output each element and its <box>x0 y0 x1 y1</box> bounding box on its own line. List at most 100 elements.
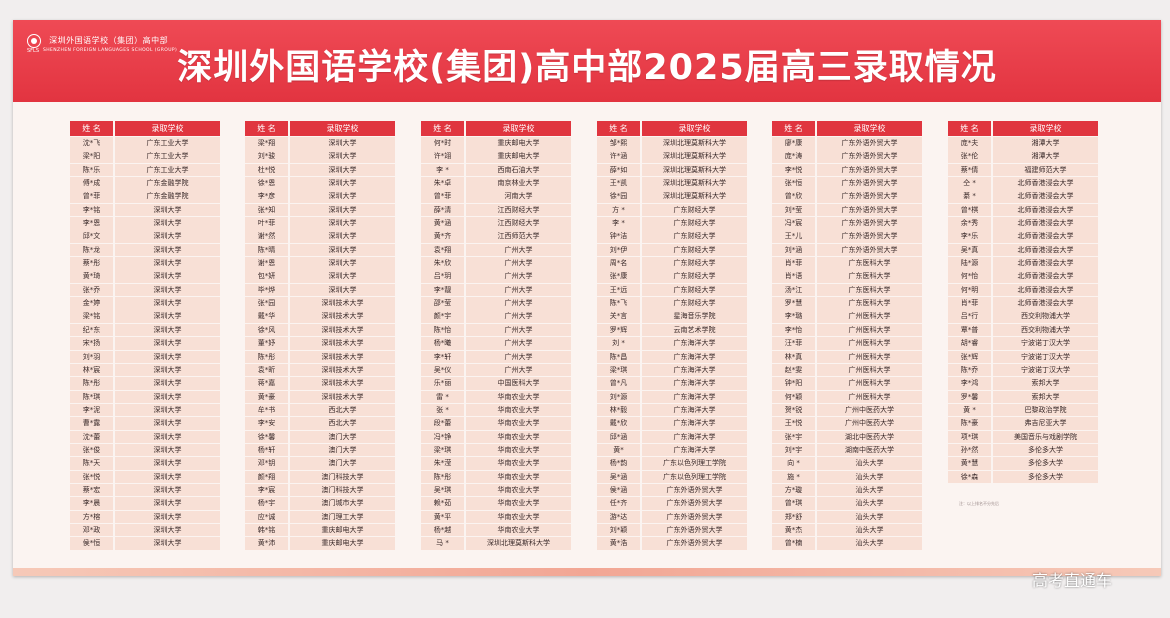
admitted-school: 华南农业大学 <box>466 470 571 484</box>
admitted-school: 深圳大学 <box>290 270 395 283</box>
admitted-school: 广东外语外贸大学 <box>642 497 747 510</box>
admitted-school: 深圳大学 <box>115 363 220 377</box>
table-row: 任*齐 广东外语外贸大学 <box>597 497 747 510</box>
admitted-school: 深圳技术大学 <box>290 337 395 350</box>
student-name: 黄*平 <box>421 510 464 524</box>
admitted-school: 广东外语外贸大学 <box>817 190 922 203</box>
admitted-school: 深圳大学 <box>290 283 395 297</box>
column-header: 姓 名录取学校 <box>772 121 922 136</box>
table-row: 徐*园 深圳北理莫斯科大学 <box>597 190 747 203</box>
student-name: 徐*恩 <box>245 177 288 190</box>
student-name: 宋*扬 <box>70 337 113 350</box>
table-row: 吴*涵 广东以色列理工学院 <box>597 470 747 484</box>
table-row: 邓*钥 澳门大学 <box>245 457 395 470</box>
table-row: 刘 * 广东海洋大学 <box>597 337 747 350</box>
admitted-school: 深圳大学 <box>290 203 395 217</box>
admitted-school: 深圳大学 <box>115 470 220 484</box>
table-row: 林*宸 深圳大学 <box>70 363 220 377</box>
student-name: 杨*宇 <box>245 497 288 510</box>
student-name: 杜*悦 <box>245 163 288 177</box>
table-row: 杨*曦 广州大学 <box>421 337 571 350</box>
student-name: 邱*涵 <box>597 430 640 444</box>
student-name: 梁*铭 <box>70 310 113 323</box>
admitted-school: 弗吉尼亚大学 <box>993 417 1098 430</box>
admitted-school: 北师香港浸会大学 <box>993 190 1098 203</box>
header-school: 录取学校 <box>115 121 220 136</box>
admitted-school: 星海音乐学院 <box>642 310 747 323</box>
student-name: 肖*菲 <box>948 297 991 310</box>
table-row: 林*真 广州医科大学 <box>772 350 922 363</box>
table-row: 刘*骏 深圳大学 <box>245 150 395 163</box>
table-row: 徐*馨 澳门大学 <box>245 430 395 444</box>
student-name: 赖*茹 <box>421 497 464 510</box>
admitted-school: 重庆邮电大学 <box>466 150 571 163</box>
table-row: 许*涵 深圳北理莫斯科大学 <box>597 150 747 163</box>
admitted-school: 广东财经大学 <box>642 297 747 310</box>
student-name: 施 * <box>772 470 815 484</box>
student-name: 庞*涛 <box>772 150 815 163</box>
admitted-school: 广东外语外贸大学 <box>817 177 922 190</box>
admitted-school: 广州大学 <box>466 337 571 350</box>
table-row: 杨*宇 澳门城市大学 <box>245 497 395 510</box>
admitted-school: 广东金融学院 <box>115 177 220 190</box>
header-name: 姓 名 <box>597 121 640 136</box>
admitted-school: 湖北中医药大学 <box>817 430 922 444</box>
table-row: 吕*玥 广州大学 <box>421 270 571 283</box>
admitted-school: 深圳大学 <box>115 537 220 550</box>
table-row: 邓*政 深圳大学 <box>70 523 220 537</box>
admitted-school: 深圳技术大学 <box>290 310 395 323</box>
student-name: 邓*政 <box>70 523 113 537</box>
table-row: 黄*豪 深圳技术大学 <box>245 390 395 404</box>
table-row: 马 * 深圳北理莫斯科大学 <box>421 537 571 550</box>
student-name: 陈*豪 <box>948 417 991 430</box>
table-row: 陈*乔 宁波诺丁汉大学 <box>948 363 1098 377</box>
student-name: 陈*彤 <box>245 350 288 363</box>
student-name: 李 * <box>597 217 640 230</box>
admitted-school: 湘潭大学 <box>993 137 1098 150</box>
table-row: 钟*阳 广州医科大学 <box>772 377 922 390</box>
table-row: 陈*彤 深圳大学 <box>70 377 220 390</box>
admitted-school: 澳门科技大学 <box>290 483 395 497</box>
table-row: 黄 * 巴黎政治学院 <box>948 403 1098 417</box>
table-row: 吕*行 西交利物浦大学 <box>948 310 1098 323</box>
admitted-school: 广东海洋大学 <box>642 430 747 444</box>
table-row: 李*安 西北大学 <box>245 417 395 430</box>
student-name: 许*涵 <box>597 150 640 163</box>
table-row: 叶*菲 深圳大学 <box>245 217 395 230</box>
student-name: 朱*滢 <box>421 457 464 470</box>
student-name: 黄*慧 <box>948 457 991 470</box>
student-name: 关*言 <box>597 310 640 323</box>
table-row: 钟*洁 广东财经大学 <box>597 230 747 243</box>
student-name: 黄* <box>597 443 640 457</box>
student-name: 蔡*宏 <box>70 483 113 497</box>
student-name: 徐*森 <box>948 470 991 484</box>
table-row: 黄*慧 多伦多大学 <box>948 457 1098 470</box>
admitted-school: 深圳大学 <box>290 150 395 163</box>
student-name: 杨*轩 <box>245 443 288 457</box>
table-row: 綦 * 北师香港浸会大学 <box>948 190 1098 203</box>
table-row: 黄*沛 重庆邮电大学 <box>245 537 395 550</box>
student-name: 罗*馨 <box>948 390 991 404</box>
table-row: 戴*华 深圳技术大学 <box>245 310 395 323</box>
student-name: 颜*宇 <box>421 310 464 323</box>
student-name: 刘*羽 <box>70 350 113 363</box>
table-row: 何*明 北师香港浸会大学 <box>948 283 1098 297</box>
header-school: 录取学校 <box>817 121 922 136</box>
admitted-school: 深圳大学 <box>115 377 220 390</box>
admitted-school: 西南石油大学 <box>466 163 571 177</box>
table-row: 仝 * 北师香港浸会大学 <box>948 177 1098 190</box>
table-row: 陈*昌 广东海洋大学 <box>597 350 747 363</box>
student-name: 刘 * <box>597 337 640 350</box>
table-row: 梁*铭 深圳大学 <box>70 310 220 323</box>
admitted-school: 深圳大学 <box>115 457 220 470</box>
column-header: 姓 名录取学校 <box>245 121 395 136</box>
admitted-school: 深圳大学 <box>115 523 220 537</box>
table-row: 梁*琪 广东海洋大学 <box>597 363 747 377</box>
student-name: 李*彦 <box>245 190 288 203</box>
table-row: 曾*楠 汕头大学 <box>772 537 922 550</box>
table-row: 梁*翔 深圳大学 <box>245 137 395 150</box>
admitted-school: 广东以色列理工学院 <box>642 470 747 484</box>
student-name: 庞*夫 <box>948 137 991 150</box>
table-row: 李*怡 广州医科大学 <box>772 323 922 337</box>
admitted-school: 广东海洋大学 <box>642 443 747 457</box>
